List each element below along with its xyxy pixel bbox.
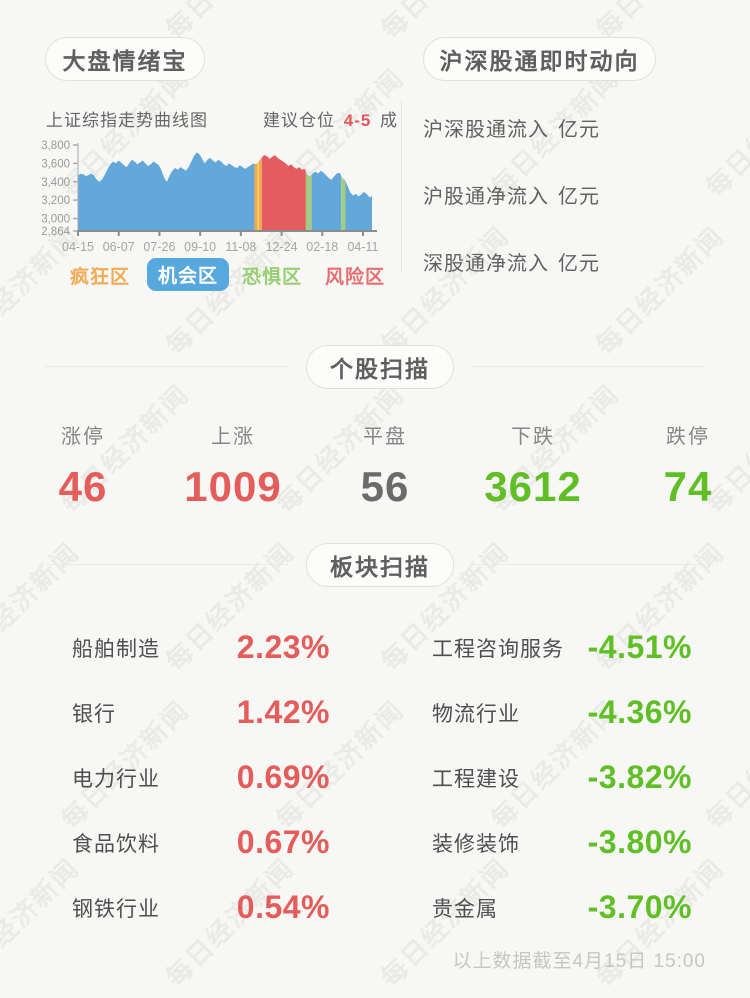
sector-change-value: -3.80% [587,824,692,860]
stat-1: 涨停 46 [59,420,108,511]
stat-label: 下跌 [511,426,555,448]
stat-value: 1009 [184,463,282,510]
legend-item-4[interactable]: 风险区 [325,267,386,288]
x-axis-tick-label: 06-07 [103,240,135,253]
sector-name: 装修装饰 [432,832,520,856]
sector-row: 船舶制造 2.23% [72,615,330,680]
sector-row: 工程建设 -3.82% [432,745,692,810]
x-axis-tick-label: 11-08 [225,240,256,253]
northbound-row: 沪深股通流入 亿元 [423,113,600,180]
x-axis-tick-label: 09-10 [184,240,216,253]
sector-name: 工程建设 [432,767,520,791]
chart-title: 上证综指走势曲线图 [46,111,208,130]
stat-label: 跌停 [666,426,710,448]
section-divider-left-2 [45,564,288,565]
position-advice-prefix: 建议仓位 [263,111,335,130]
sector-row: 物流行业 -4.36% [432,680,692,745]
sector-row: 食品饮料 0.67% [72,810,330,875]
sector-change-value: 2.23% [236,629,330,665]
northbound-row-unit: 亿元 [558,253,600,275]
sector-change-value: -3.82% [587,759,692,795]
northbound-row-label: 深股通净流入 [423,253,549,275]
sector-name: 贵金属 [432,897,498,921]
y-axis-tick-label: 3,000 [42,214,70,226]
section-title-sector-scan: 板块扫描 [306,543,454,587]
vertical-divider [401,100,402,273]
stat-label: 上涨 [211,426,255,448]
sector-name: 电力行业 [72,767,160,791]
y-axis-tick-label: 3,200 [42,195,70,207]
sector-change-value: 1.42% [236,694,330,730]
northbound-row: 沪股通净流入 亿元 [423,180,600,247]
legend-item-1[interactable]: 疯狂区 [70,267,131,288]
y-axis-tick-label: 3,600 [42,158,70,170]
x-axis-tick-label: 04-11 [347,240,378,253]
sector-row: 装修装饰 -3.80% [432,810,692,875]
sector-gainers-list: 船舶制造 2.23% 银行 1.42% 电力行业 0.69% 食品饮料 0.67% 钢铁行业 0.… [72,615,330,940]
sector-row: 银行 1.42% [72,680,330,745]
x-axis-tick-label: 12-24 [266,240,298,253]
x-axis-tick-label: 02-18 [306,240,338,253]
section-divider-right-2 [472,564,705,565]
sector-row: 贵金属 -3.70% [432,875,692,940]
sector-name: 船舶制造 [72,637,160,661]
sector-losers-list: 工程咨询服务 -4.51% 物流行业 -4.36% 工程建设 -3.82% 装修装饰 -3.8… [432,615,692,940]
sector-row: 工程咨询服务 -4.51% [432,615,692,680]
x-axis-tick-label: 04-15 [62,240,94,253]
section-title-northbound: 沪深股通即时动向 [423,37,656,81]
data-cutoff-note: 以上数据截至4月15日 15:00 [452,951,706,972]
northbound-row-label: 沪深股通流入 [423,119,549,141]
market-mood-title-label: 大盘情绪宝 [62,48,188,74]
position-advice: 建议仓位 4-5 成 [263,106,398,131]
sector-name: 工程咨询服务 [432,637,564,661]
sector-scan-title-label: 板块扫描 [330,554,430,580]
section-divider-right [472,366,705,367]
sector-change-value: 0.67% [236,824,330,860]
zone-bands [78,152,372,231]
legend-item-2[interactable]: 机会区 [147,258,230,291]
section-title-stock-scan: 个股扫描 [306,345,454,389]
sector-change-value: -4.51% [587,629,692,665]
stat-2: 上涨 1009 [184,420,281,511]
stat-label: 平盘 [363,426,407,448]
northbound-title-label: 沪深股通即时动向 [439,48,640,74]
sector-change-value: 0.69% [236,759,330,795]
sector-row: 钢铁行业 0.54% [72,875,330,940]
stock-scan-title-label: 个股扫描 [330,356,430,382]
sector-name: 银行 [72,702,116,726]
stat-value: 46 [58,463,108,510]
stat-5: 跌停 74 [664,420,713,511]
position-advice-value: 4-5 [343,111,372,130]
northbound-row: 深股通净流入 亿元 [423,247,600,314]
section-title-market-mood: 大盘情绪宝 [45,37,205,81]
sector-name: 食品饮料 [72,832,160,856]
stat-value: 3612 [484,463,582,510]
sector-change-value: -3.70% [587,889,692,925]
sector-name: 钢铁行业 [72,897,160,921]
stat-4: 下跌 3612 [484,420,581,511]
stat-3: 平盘 56 [361,420,410,511]
northbound-row-unit: 亿元 [558,186,600,208]
y-axis-tick-label: 3,800 [42,140,70,152]
northbound-row-unit: 亿元 [558,119,600,141]
y-axis-tick-label: 2,864 [42,226,71,238]
position-advice-suffix: 成 [380,111,399,130]
legend-item-3[interactable]: 恐惧区 [242,267,303,288]
section-divider-left [45,366,288,367]
sector-change-value: -4.36% [587,694,692,730]
sector-row: 电力行业 0.69% [72,745,330,810]
stat-value: 74 [663,463,713,510]
y-axis-tick-label: 3,400 [42,177,70,189]
northbound-rows: 沪深股通流入 亿元 沪股通净流入 亿元 深股通净流入 亿元 [423,113,600,314]
sector-change-value: 0.54% [236,889,330,925]
northbound-row-label: 沪股通净流入 [423,186,549,208]
stat-value: 56 [360,463,410,510]
x-axis-tick-label: 07-26 [143,240,175,253]
sector-name: 物流行业 [432,702,520,726]
stat-label: 涨停 [61,426,105,448]
